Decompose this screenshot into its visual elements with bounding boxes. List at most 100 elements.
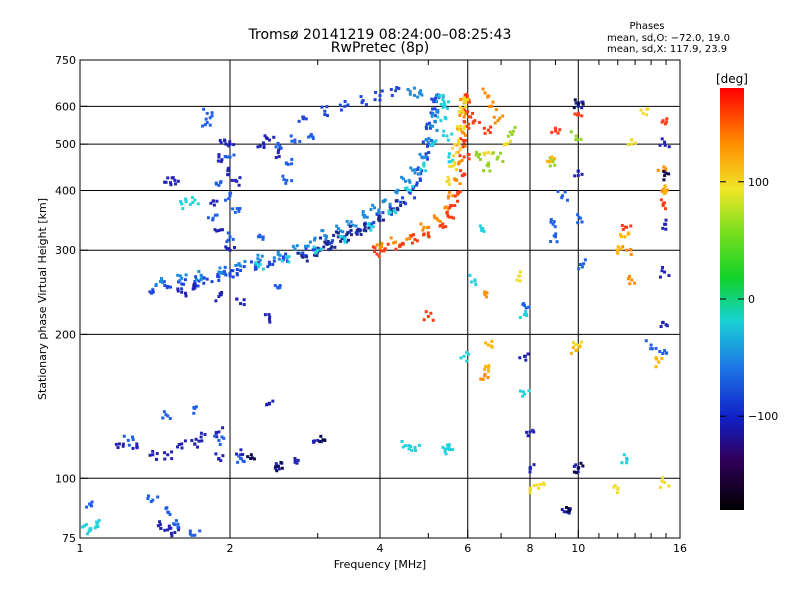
data-point [441, 133, 445, 137]
data-point [193, 198, 197, 202]
data-point [664, 190, 668, 194]
data-point [323, 109, 327, 113]
data-point [284, 252, 288, 256]
data-point [88, 502, 92, 506]
data-point [581, 464, 585, 468]
data-point [467, 100, 471, 104]
data-point [290, 162, 294, 166]
data-point [167, 524, 171, 528]
data-point [330, 245, 334, 249]
data-point [276, 151, 280, 155]
data-point [243, 260, 247, 264]
data-point [464, 101, 468, 105]
data-point [219, 459, 223, 463]
data-point [286, 162, 290, 166]
data-point [616, 251, 620, 255]
data-point [416, 95, 420, 99]
data-point [217, 155, 221, 159]
data-point [375, 243, 379, 247]
data-point [626, 232, 630, 236]
data-point [405, 237, 409, 241]
data-point [231, 207, 235, 211]
data-point [663, 480, 667, 484]
data-point [330, 241, 334, 245]
data-point [162, 410, 166, 414]
data-point [487, 364, 491, 368]
data-point [465, 98, 469, 102]
data-point [447, 160, 451, 164]
data-point [319, 236, 323, 240]
data-point [447, 152, 451, 156]
data-point [224, 142, 228, 146]
data-point [558, 128, 562, 132]
data-point [327, 248, 331, 252]
data-point [509, 139, 513, 143]
data-point [146, 496, 150, 500]
data-point [237, 454, 241, 458]
data-point [276, 252, 280, 256]
data-point [575, 471, 579, 475]
data-point [492, 115, 496, 119]
data-point [462, 354, 466, 358]
data-point [386, 242, 390, 246]
data-point [478, 224, 482, 228]
data-point [277, 467, 281, 471]
data-point [276, 285, 280, 289]
data-point [298, 139, 302, 143]
data-point [336, 235, 340, 239]
data-point [489, 104, 493, 108]
data-point [215, 435, 219, 439]
data-point [426, 231, 430, 235]
data-point [203, 433, 207, 437]
data-point [441, 93, 445, 97]
data-point [436, 218, 440, 222]
data-point [433, 119, 437, 123]
data-point [573, 98, 577, 102]
data-point [483, 290, 487, 294]
data-point [197, 439, 201, 443]
data-point [229, 269, 233, 273]
data-point [662, 192, 666, 196]
data-point [383, 247, 387, 251]
data-point [369, 225, 373, 229]
data-point [537, 486, 541, 490]
data-point [491, 151, 495, 155]
data-point [256, 235, 260, 239]
data-point [373, 246, 377, 250]
data-point [235, 297, 239, 301]
data-point [218, 181, 222, 185]
data-point [463, 144, 467, 148]
data-point [343, 104, 347, 108]
data-point [401, 196, 405, 200]
data-point [452, 216, 456, 220]
data-point [96, 521, 100, 525]
data-point [226, 143, 230, 147]
data-point [424, 155, 428, 159]
x-tick-label: 16 [673, 542, 687, 555]
data-point [173, 531, 177, 535]
data-point [434, 114, 438, 118]
data-point [214, 181, 218, 185]
data-point [254, 261, 258, 265]
data-point [281, 174, 285, 178]
data-point [210, 114, 214, 118]
data-point [194, 437, 198, 441]
data-point [442, 99, 446, 103]
data-point [667, 145, 671, 149]
data-point [194, 275, 198, 279]
data-point [180, 446, 184, 450]
data-point [660, 269, 664, 273]
data-point [232, 153, 236, 157]
data-point [430, 114, 434, 118]
data-point [438, 220, 442, 224]
data-point [645, 113, 649, 117]
data-point [616, 245, 620, 249]
data-point [241, 452, 245, 456]
data-point [434, 139, 438, 143]
data-point [422, 232, 426, 236]
data-point [388, 202, 392, 206]
data-point [488, 131, 492, 135]
data-point [235, 268, 239, 272]
data-point [462, 131, 466, 135]
data-point [580, 114, 584, 118]
